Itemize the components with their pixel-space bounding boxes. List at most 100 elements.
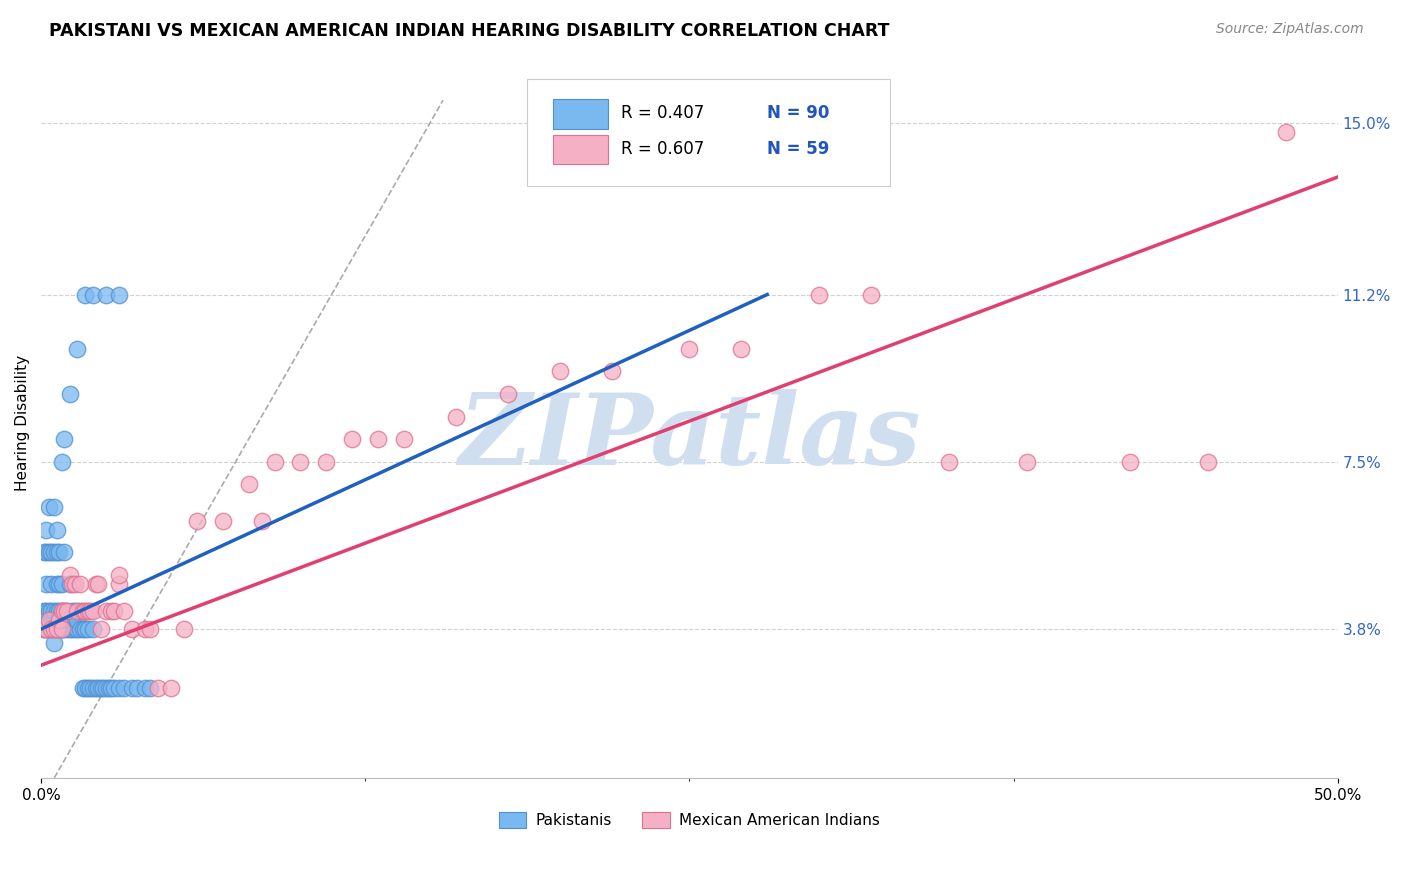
Point	[112, 604, 135, 618]
Point	[211, 514, 233, 528]
Point	[63, 622, 86, 636]
Point	[808, 287, 831, 301]
Point	[69, 622, 91, 636]
Point	[51, 622, 73, 636]
Point	[56, 604, 79, 618]
Point	[60, 613, 83, 627]
Point	[41, 613, 63, 627]
Point	[139, 622, 162, 636]
Point	[60, 604, 83, 618]
Point	[76, 681, 98, 695]
Point	[496, 387, 519, 401]
Point	[82, 681, 104, 695]
Point	[75, 622, 97, 636]
Point	[82, 622, 104, 636]
Point	[94, 604, 117, 618]
Point	[42, 622, 65, 636]
Point	[38, 545, 60, 559]
Point	[41, 622, 63, 636]
Point	[51, 455, 73, 469]
Point	[53, 604, 76, 618]
Point	[48, 545, 70, 559]
Point	[42, 604, 65, 618]
Point	[56, 604, 79, 618]
Point	[1275, 125, 1298, 139]
Point	[72, 681, 94, 695]
Point	[59, 567, 82, 582]
Point	[315, 455, 337, 469]
Point	[66, 622, 89, 636]
Point	[38, 604, 60, 618]
Point	[45, 523, 67, 537]
Text: ZIPatlas: ZIPatlas	[458, 389, 921, 486]
Point	[51, 604, 73, 618]
Point	[35, 545, 58, 559]
Point	[186, 514, 208, 528]
FancyBboxPatch shape	[554, 135, 607, 164]
Point	[48, 577, 70, 591]
Point	[48, 604, 70, 618]
Point	[45, 545, 67, 559]
Point	[94, 287, 117, 301]
Point	[1015, 455, 1038, 469]
Point	[48, 613, 70, 627]
Point	[35, 577, 58, 591]
Point	[125, 681, 148, 695]
Point	[90, 681, 112, 695]
Text: R = 0.407: R = 0.407	[620, 104, 704, 122]
Point	[112, 681, 135, 695]
Text: Source: ZipAtlas.com: Source: ZipAtlas.com	[1216, 22, 1364, 37]
Point	[1197, 455, 1219, 469]
Point	[42, 500, 65, 514]
Point	[103, 681, 125, 695]
Point	[41, 545, 63, 559]
Point	[53, 613, 76, 627]
Point	[87, 681, 110, 695]
Point	[263, 455, 285, 469]
Point	[60, 622, 83, 636]
Point	[45, 622, 67, 636]
Point	[48, 622, 70, 636]
Point	[35, 622, 58, 636]
Point	[342, 432, 364, 446]
Point	[100, 681, 122, 695]
Point	[103, 604, 125, 618]
Point	[53, 604, 76, 618]
Point	[600, 364, 623, 378]
Point	[42, 622, 65, 636]
Point	[42, 545, 65, 559]
Point	[121, 681, 143, 695]
Point	[45, 577, 67, 591]
Point	[35, 622, 58, 636]
Point	[53, 432, 76, 446]
Point	[108, 681, 131, 695]
Point	[42, 613, 65, 627]
Point	[53, 545, 76, 559]
Point	[56, 613, 79, 627]
Point	[35, 523, 58, 537]
Point	[75, 681, 97, 695]
Point	[250, 514, 273, 528]
Text: N = 90: N = 90	[768, 104, 830, 122]
Point	[108, 567, 131, 582]
Point	[59, 613, 82, 627]
Point	[84, 577, 107, 591]
Point	[100, 604, 122, 618]
Point	[32, 622, 55, 636]
Point	[367, 432, 389, 446]
Point	[72, 622, 94, 636]
Point	[75, 604, 97, 618]
Point	[121, 622, 143, 636]
Point	[45, 613, 67, 627]
Point	[32, 613, 55, 627]
Point	[76, 604, 98, 618]
FancyBboxPatch shape	[554, 99, 607, 128]
Point	[51, 577, 73, 591]
Point	[51, 622, 73, 636]
Point	[41, 577, 63, 591]
Point	[60, 577, 83, 591]
Text: N = 59: N = 59	[768, 140, 830, 158]
Point	[38, 622, 60, 636]
Point	[76, 622, 98, 636]
Point	[66, 604, 89, 618]
